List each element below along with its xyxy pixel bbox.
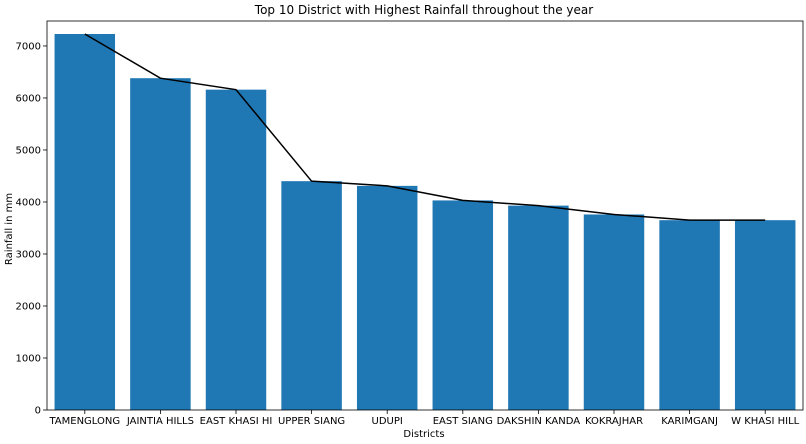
x-tick-label: KOKRAJHAR: [585, 416, 643, 427]
bar-east-khasi-hi: [205, 89, 267, 410]
y-tick-label: 1000: [16, 353, 41, 364]
y-tick-label: 7000: [16, 41, 41, 52]
y-tick-label: 4000: [16, 197, 41, 208]
bar-east-siang: [432, 200, 494, 410]
x-tick-label: DAKSHIN KANDA: [497, 416, 581, 427]
x-tick-label: TAMENGLONG: [48, 416, 120, 427]
bar-karimganj: [659, 220, 720, 410]
bar-udupi: [356, 185, 418, 410]
bar-w-khasi-hill: [734, 220, 796, 410]
trend-line: [84, 33, 766, 221]
bar-kokrajhar: [583, 214, 645, 410]
bar-jaintia-hills: [130, 78, 191, 411]
y-tick-label: 2000: [16, 301, 41, 312]
chart-title: Top 10 District with Highest Rainfall th…: [254, 3, 593, 17]
y-tick-label: 0: [35, 406, 41, 417]
x-axis-label: Districts: [403, 429, 444, 440]
bar-upper-siang: [281, 181, 342, 410]
x-tick-label: W KHASI HILL: [731, 416, 800, 427]
x-tick-label: JAINTIA HILLS: [126, 416, 194, 427]
y-axis-ticks: 0 1000 2000 3000 4000 5000 6000 7000: [16, 41, 47, 417]
plot-frame: [46, 20, 804, 411]
y-tick-label: 5000: [16, 145, 41, 156]
x-tick-label: UPPER SIANG: [278, 416, 345, 427]
bar-tamenglong: [54, 34, 116, 410]
y-tick-label: 3000: [16, 249, 41, 260]
x-tick-label: UDUPI: [372, 416, 403, 427]
x-axis-ticks: TAMENGLONG JAINTIA HILLS EAST KHASI HI UPPE…: [48, 410, 800, 427]
bar-group: [54, 34, 796, 411]
y-tick-label: 6000: [16, 93, 41, 104]
y-axis-label: Rainfall in mm: [4, 193, 15, 265]
bar-dakshin-kanda: [508, 205, 569, 410]
x-tick-label: EAST SIANG: [433, 416, 493, 427]
trend-line-layer: [84, 33, 766, 221]
x-tick-label: EAST KHASI HI: [200, 416, 273, 427]
x-tick-label: KARIMGANJ: [661, 416, 718, 427]
